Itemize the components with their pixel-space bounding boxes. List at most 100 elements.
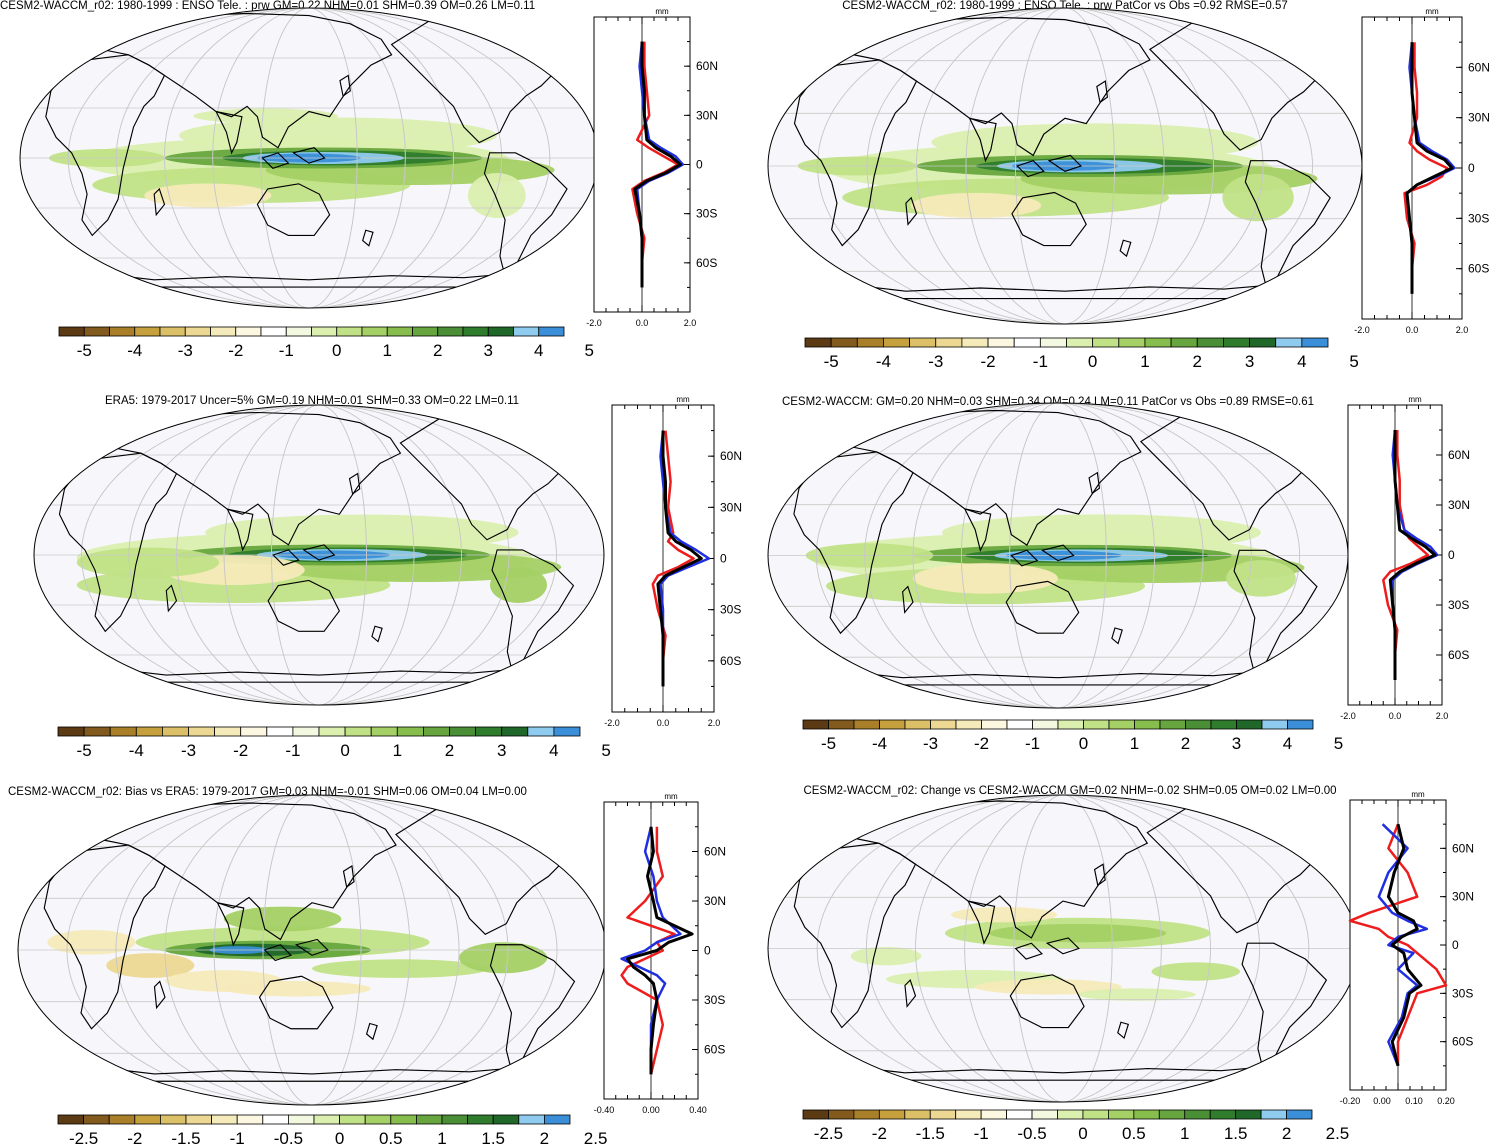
colorbar-swatch	[83, 1114, 110, 1125]
colorbar-swatch	[318, 726, 346, 737]
x-tick-label: 2.0	[1436, 711, 1449, 721]
colorbar-label: 5	[585, 341, 594, 360]
graticule	[768, 403, 1348, 708]
lat-tick-label: 0	[1452, 938, 1459, 952]
zonal-mean-profile: mm 60N 30N 0 30S 60S -2.0 0.0 2.0	[1354, 7, 1489, 335]
lat-tick-label: 30N	[1448, 498, 1470, 512]
colorbar-label: 1	[437, 1129, 446, 1148]
colorbar-swatch	[415, 1114, 443, 1125]
colorbar-swatch	[1013, 337, 1041, 348]
graticule	[34, 405, 604, 705]
colorbar-swatch	[1223, 337, 1250, 348]
robinson-map	[767, 7, 1363, 325]
colorbar-label: 1.5	[1224, 1124, 1248, 1143]
colorbar-swatch	[935, 337, 963, 348]
colorbar-swatch	[853, 719, 880, 730]
colorbar-swatch	[961, 337, 989, 348]
colorbar-label: 0	[1088, 352, 1097, 371]
colorbar-label: 0	[1079, 734, 1088, 753]
lat-tick-label: 60S	[1452, 1035, 1473, 1049]
lat-tick-label: 30S	[1452, 986, 1473, 1000]
unit-label: mm	[655, 7, 669, 16]
colorbar-swatch	[462, 326, 489, 337]
colorbar-swatch	[1031, 1109, 1058, 1120]
colorbar-swatch	[184, 326, 211, 337]
colorbar-label: 0.5	[379, 1129, 403, 1148]
anomaly-contour	[178, 117, 497, 154]
colorbar-label: 2	[540, 1129, 549, 1148]
longitude-line	[164, 8, 454, 308]
anomaly-contour	[47, 929, 136, 955]
panel-p6: CESM2-WACCM_r02: Change vs CESM2-WACCM G…	[767, 785, 1474, 1143]
longitude-line	[915, 795, 1211, 1102]
colorbar-swatch	[527, 726, 555, 737]
zonal-mean-profile: mm 60N 30N 0 30S 60S -2.0 0.0 2.0	[604, 395, 742, 728]
colorbar-label: -1	[1033, 352, 1048, 371]
lat-tick-label: 30N	[720, 500, 742, 514]
colorbar-swatch	[828, 719, 855, 730]
longitude-line	[817, 8, 1313, 324]
x-tick-label: 0.0	[1389, 711, 1402, 721]
panel-p2: CESM2-WACCM_r02: 1980-1999 : ENSO Tele. …	[767, 0, 1489, 371]
colorbar-swatch	[134, 326, 161, 337]
longitude-line	[865, 795, 1261, 1102]
colorbar-swatch	[1108, 1109, 1135, 1120]
colorbar-swatch	[58, 326, 85, 337]
x-tick-label: 0.10	[1405, 1096, 1423, 1106]
unit-label: mm	[1425, 7, 1439, 16]
anomaly-contour	[106, 953, 195, 978]
colorbar-swatch	[1249, 337, 1277, 348]
colorbar-swatch	[364, 1114, 392, 1125]
anomaly-contour	[931, 123, 1259, 162]
colorbar-swatch	[159, 326, 186, 337]
longitude-line	[964, 795, 1162, 1102]
colorbar-swatch	[1134, 719, 1161, 730]
colorbar-swatch	[1006, 1109, 1033, 1120]
colorbar-swatch	[57, 726, 85, 737]
colorbar-swatch	[544, 1114, 571, 1125]
colorbar-label: -1	[285, 741, 300, 760]
colorbar-swatch	[802, 1109, 829, 1120]
colorbar-label: -1	[974, 1124, 989, 1143]
robinson-map	[767, 402, 1349, 709]
colorbar-label: -2	[233, 741, 248, 760]
colorbar: -5 -4 -3 -2 -1 0 1 2 3 4 5	[802, 719, 1343, 753]
anomaly-contour	[974, 979, 1122, 995]
colorbar-swatch	[878, 1109, 906, 1120]
colorbar-label: 4	[534, 341, 543, 360]
x-tick-label: 2.0	[684, 318, 697, 328]
lat-tick-label: 0	[1468, 161, 1475, 175]
x-tick-label: -0.20	[1340, 1096, 1361, 1106]
x-tick-label: 0.0	[1406, 325, 1419, 335]
colorbar-swatch	[909, 337, 937, 348]
colorbar-swatch	[235, 326, 262, 337]
longitude-line	[260, 8, 358, 308]
anomaly-contour	[850, 946, 922, 966]
lat-tick-label: 30S	[704, 993, 725, 1007]
colorbar-swatch	[1210, 719, 1237, 730]
longitude-line	[1009, 403, 1107, 708]
colorbar: -5 -4 -3 -2 -1 0 1 2 3 4 5	[804, 337, 1359, 371]
colorbar-label: 0	[340, 741, 349, 760]
anomaly-contour	[76, 547, 220, 578]
profile-line-black	[1388, 430, 1437, 680]
colorbar: -2.5 -2 -1.5 -1 -0.5 0 0.5 1 1.5 2 2.5	[57, 1114, 607, 1148]
colorbar-label: 1	[383, 341, 392, 360]
colorbar-label: -3	[928, 352, 943, 371]
anomaly-contour	[989, 923, 1167, 943]
colorbar-label: -5	[821, 734, 836, 753]
colorbar-swatch	[1170, 337, 1198, 348]
anomaly-contour	[1151, 962, 1240, 981]
longitude-line	[965, 8, 1165, 324]
colorbar-swatch	[1301, 337, 1329, 348]
lat-tick-label: 60N	[704, 845, 726, 859]
panel-p5: CESM2-WACCM_r02: Bias vs ERA5: 1979-2017…	[8, 786, 726, 1148]
graticule	[18, 795, 606, 1105]
unit-label: mm	[664, 792, 678, 801]
colorbar-label: -0.5	[1017, 1124, 1046, 1143]
colorbar-swatch	[339, 1114, 366, 1125]
colorbar-label: -3	[181, 741, 196, 760]
colorbar-swatch	[904, 719, 931, 730]
robinson-map	[19, 7, 599, 309]
